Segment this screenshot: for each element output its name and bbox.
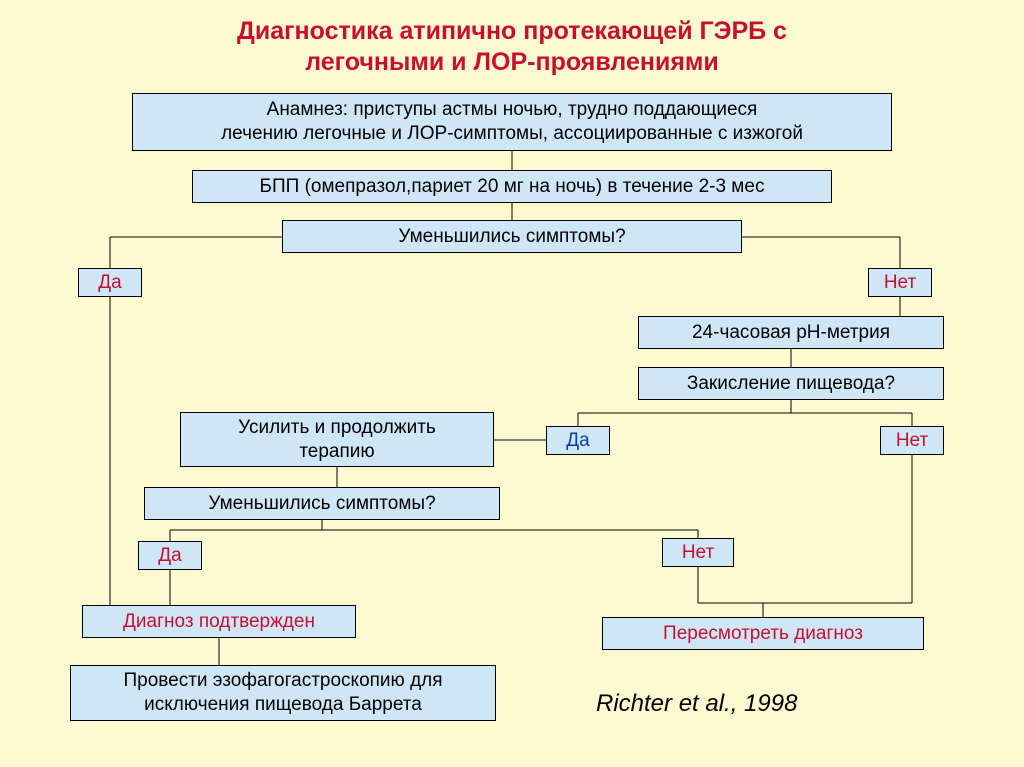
node-label: Да xyxy=(158,544,181,568)
node-label: Да xyxy=(566,429,589,453)
node-no2: Нет xyxy=(880,426,944,455)
node-bpp: БПП (омепразол,париет 20 мг на ночь) в т… xyxy=(192,170,832,203)
node-label: Диагноз подтвержден xyxy=(123,610,315,634)
node-no3: Нет xyxy=(662,538,734,567)
diagram-title: Диагностика атипично протекающей ГЭРБ с … xyxy=(112,16,912,79)
node-confirmed: Диагноз подтвержден xyxy=(82,605,356,638)
node-anamnesis: Анамнез: приступы астмы ночью, трудно по… xyxy=(132,93,892,151)
node-label: БПП (омепразол,париет 20 мг на ночь) в т… xyxy=(260,175,765,199)
node-strengthen: Усилить и продолжить терапию xyxy=(180,412,494,467)
citation: Richter et al., 1998 xyxy=(596,690,797,718)
node-yes1: Да xyxy=(78,268,142,297)
node-ph-metry: 24-часовая рН-метрия xyxy=(638,316,944,349)
node-yes2: Да xyxy=(546,426,610,455)
node-label: Уменьшились симптомы? xyxy=(398,225,625,249)
node-label: Закисление пищевода? xyxy=(687,372,895,396)
node-q-sympt2: Уменьшились симптомы? xyxy=(144,487,500,520)
node-label: Анамнез: приступы астмы ночью, трудно по… xyxy=(221,98,803,146)
node-egds: Провести эзофагогастроскопию для исключе… xyxy=(70,665,496,721)
node-no1: Нет xyxy=(868,268,932,297)
node-reconsider: Пересмотреть диагноз xyxy=(602,617,924,650)
node-label: 24-часовая рН-метрия xyxy=(692,321,890,345)
node-label: Пересмотреть диагноз xyxy=(663,622,863,646)
node-label: Нет xyxy=(682,541,714,565)
node-yes3: Да xyxy=(138,541,202,570)
node-label: Да xyxy=(98,271,121,295)
node-label: Провести эзофагогастроскопию для исключе… xyxy=(123,669,442,717)
node-label: Нет xyxy=(896,429,928,453)
flowchart-canvas: Диагностика атипично протекающей ГЭРБ с … xyxy=(0,0,1024,767)
node-label: Нет xyxy=(884,271,916,295)
node-q-sympt1: Уменьшились симптомы? xyxy=(282,220,742,253)
node-label: Усилить и продолжить терапию xyxy=(238,416,436,464)
node-acid-q: Закисление пищевода? xyxy=(638,367,944,400)
node-label: Уменьшились симптомы? xyxy=(208,492,435,516)
